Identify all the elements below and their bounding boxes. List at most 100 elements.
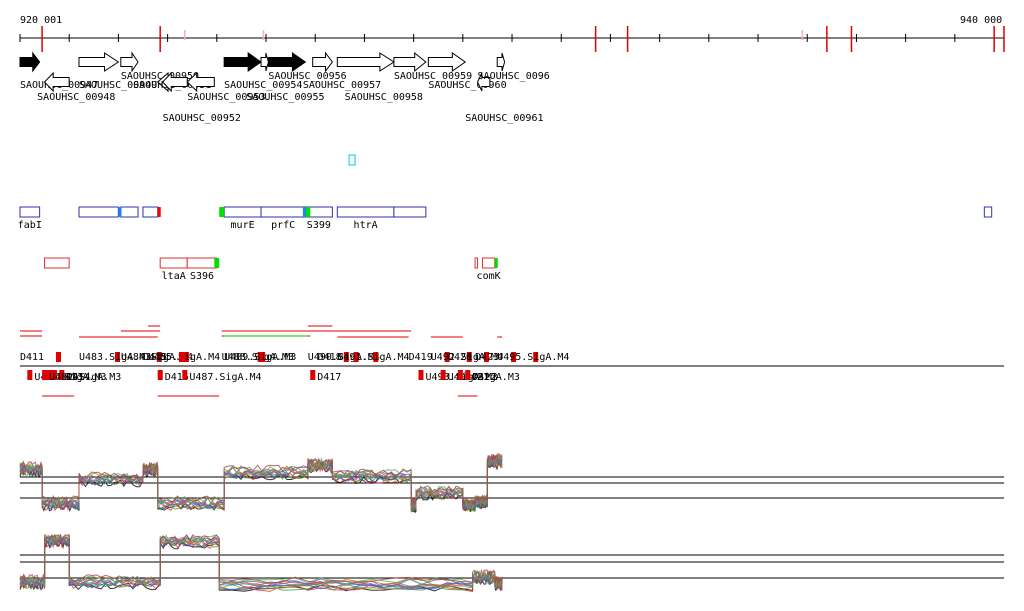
operon-box [494,258,498,268]
tu-marker [178,352,184,362]
tu-label: D413 [59,372,83,383]
operon-track-upper: fabI murE prfC S399 htrA [18,154,993,231]
ruler-start-label: 920 001 [20,15,62,26]
operon-label: S396 [190,271,214,282]
tu-marker [42,370,48,380]
operon-feature [78,206,119,218]
gene-arrow [19,51,41,73]
expression-line [19,452,503,505]
tu-label: D412 [54,372,78,383]
tu-label: U483.SigA.M3 [79,352,151,363]
tu-marker [444,352,450,362]
tu-label: U489.SigA.M3 [224,352,296,363]
operon-box [305,207,311,217]
tu-marker [27,370,33,380]
tu-label: U481.SigA.M3 [34,372,106,383]
operon-feature [186,257,218,269]
tu-label: D420 [448,352,472,363]
gene-label: SAOUHSC_00954 [224,80,302,91]
tu-label: U494.SigA.M3 [448,372,520,383]
operon-feature [44,257,70,269]
tu-label: D419 [409,352,433,363]
gene-label: SAOUHSC_00958 [345,92,423,103]
gene-arrow [496,52,506,72]
operon-label: S399 [307,220,331,231]
operon-track-lower: ltaA S396 comK [44,257,501,282]
operon-feature [159,257,188,269]
gene-label: SAOUHSC_00960 [428,80,506,91]
tu-label: D414 [66,372,90,383]
tu-label: U487.SigA.M4 [189,372,261,383]
tu-marker [157,370,163,380]
ruler-end-label: 940 000 [960,15,1002,26]
gene-label: SAOUHSC_00956 [268,71,346,82]
tu-label: D415 [143,352,167,363]
gene-arrow [186,71,215,93]
operon-label: ltaA [162,271,186,282]
tu-label: U488.SigA.M3 [222,352,294,363]
gene-label: SAOUHSC_00955 [246,92,324,103]
gene-arrow [161,71,188,93]
tu-label: D411 [20,352,44,363]
expression-line [19,460,503,513]
tu-label: D423 [475,352,499,363]
operon-feature [260,206,306,218]
gene-arrow [393,51,427,73]
tu-marker [59,370,65,380]
coordinate-ruler: 920 001 940 000 [19,15,1005,52]
gene-label: SAOUHSC_00953 [187,92,265,103]
expression-line [19,533,503,586]
tu-label: D418 [318,352,342,363]
operon-feature [481,257,496,269]
tu-marker [457,370,463,380]
operon-label: comK [477,271,501,282]
operon-box [302,207,306,217]
gene-label: SAOUHSC_00948 [37,92,115,103]
gene-label: SAOUHSC_0096 [478,71,550,82]
tu-marker [51,370,57,380]
tu-marker [47,370,53,380]
tu-marker [418,370,424,380]
gene-arrow [43,71,70,93]
gene-arrow [427,52,467,72]
gene-arrow [78,52,120,72]
tu-label: U482.SigA.M3 [49,372,121,383]
gene-label: SAOUHSC_00952 [163,113,241,124]
tu-label: D417 [317,372,341,383]
tu-marker [465,370,471,380]
gene-label: SAOUHSC_00950 [121,71,199,82]
operon-feature [19,206,41,218]
tu-marker [466,352,472,362]
operon-label: htrA [354,220,378,231]
gene-label: SAOUHSC_00957 [303,80,381,91]
operon-feature [393,206,427,218]
transcription-unit-track: D411 U483.SigA.M3U484.SigA.M4U485.SigA.M4… [20,325,1004,397]
tu-marker [56,352,61,362]
gene-arrow [312,51,334,73]
tu-marker [353,352,359,362]
tu-marker [183,352,189,362]
operon-feature [983,206,993,218]
operon-label: murE [231,220,255,231]
expression-line [19,458,503,512]
tu-marker [533,352,539,362]
gene-arrow [223,52,262,72]
operon-box [157,207,161,217]
gene-label: SAOUHSC_00949 [79,80,157,91]
tu-label: D422 [472,372,496,383]
gene-arrow [336,52,395,72]
operon-feature [474,257,479,269]
tu-marker [310,370,316,380]
tu-label: U485.SigA.M4 [148,352,220,363]
gene-arrow [260,52,269,72]
operon-feature [223,206,262,218]
tu-label: U490.SigA.M4 [308,352,380,363]
operon-feature [336,206,395,218]
operon-label: prfC [271,220,295,231]
tu-marker [182,370,188,380]
gene-arrow [476,72,491,92]
tu-label: U495.SigA.M4 [497,352,569,363]
tu-marker [114,352,120,362]
operon-feature [142,206,159,218]
